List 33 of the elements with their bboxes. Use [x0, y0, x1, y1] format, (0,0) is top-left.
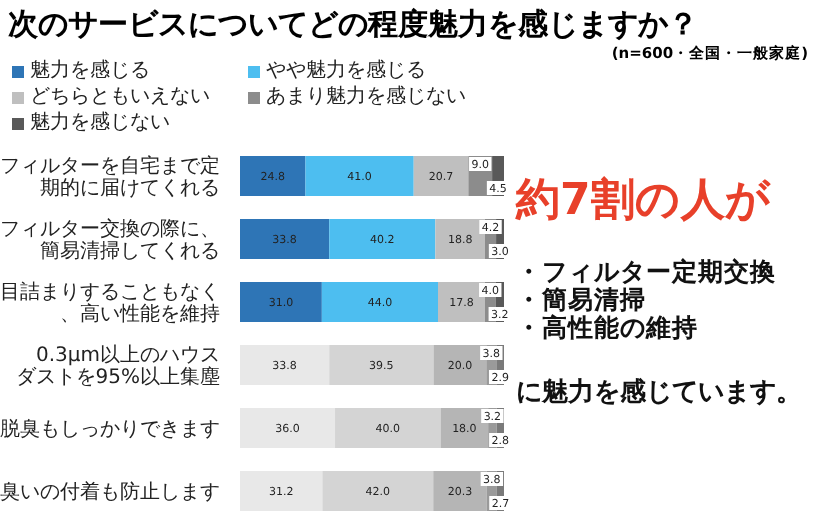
bar — [240, 282, 322, 322]
bar — [305, 156, 414, 196]
text: ・簡易清掃 — [516, 284, 648, 314]
bar — [240, 471, 323, 511]
bar — [322, 471, 434, 511]
bar — [433, 471, 487, 511]
bar — [321, 282, 438, 322]
y-tick-label: フィルター交換の際に、簡易清掃してくれる — [0, 216, 220, 263]
bar — [240, 219, 330, 259]
legend-label: あまり魅力を感じない — [264, 86, 468, 110]
bar — [240, 156, 306, 196]
y-tick-label: 脱臭もしっかりできます — [0, 416, 220, 441]
bar — [329, 219, 436, 259]
legend-label: 魅力を感じる — [28, 60, 152, 84]
bar — [335, 408, 441, 448]
legend-label: どちらともいえない — [28, 86, 212, 110]
bar — [438, 282, 485, 322]
bar — [329, 345, 434, 385]
bar — [240, 345, 330, 385]
y-tick-label: 目詰まりすることもなく、高い性能を維持 — [0, 279, 220, 326]
legend-label: やや魅力を感じる — [264, 60, 428, 84]
y-tick-label: 臭いの付着も防止します — [0, 479, 220, 504]
bar — [413, 156, 469, 196]
text: に魅力を感じています。 — [516, 376, 802, 410]
bar — [435, 219, 485, 259]
text: 約7割の人が — [516, 174, 773, 230]
y-tick-label: 0.3μm以上のハウスダストを95%以上集塵 — [15, 342, 220, 389]
bar — [240, 408, 336, 448]
chart-title: 次のサービスについてどの程度魅力を感じますか？ — [8, 6, 698, 44]
text: ・高性能の維持 — [516, 312, 700, 342]
y-tick-label: フィルターを自宅まで定期的に届けてくれる — [0, 153, 220, 200]
legend-label: 魅力を感じない — [28, 112, 172, 136]
text: ・フィルター定期交換 — [516, 256, 778, 286]
